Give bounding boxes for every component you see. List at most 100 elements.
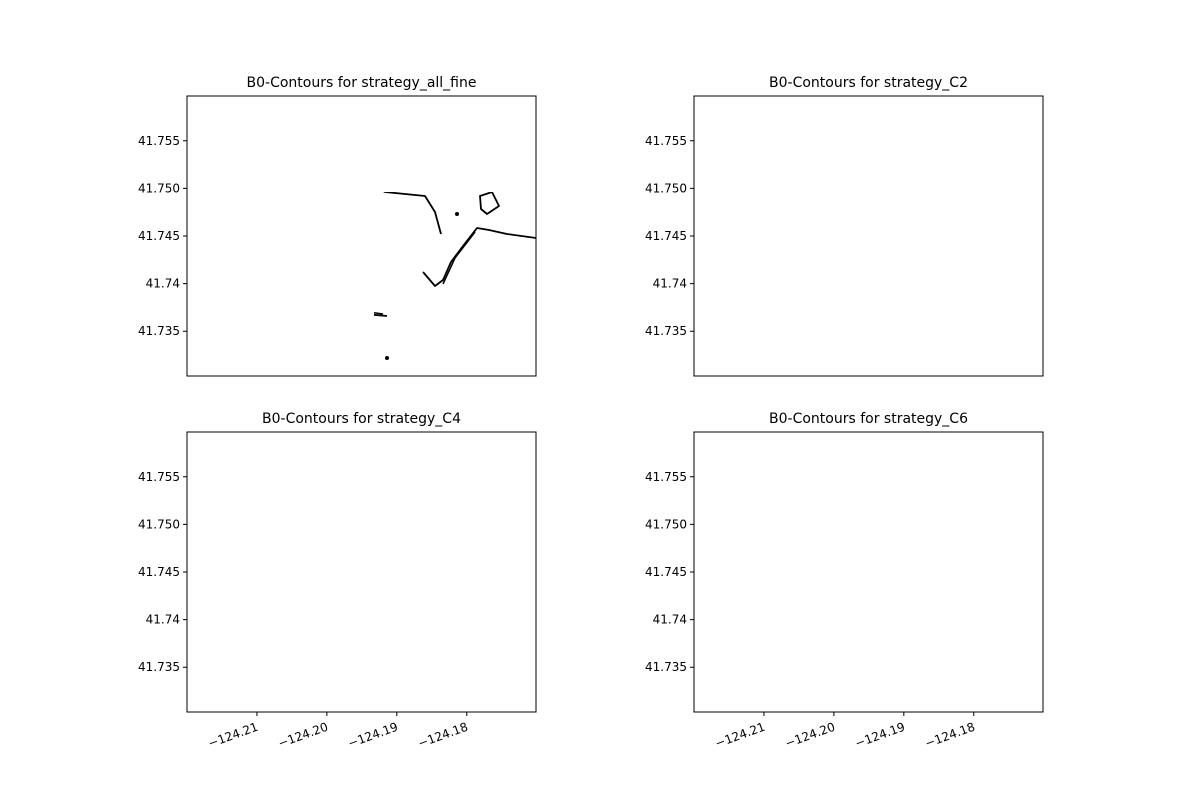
- y-tick-label: 41.745: [645, 229, 687, 243]
- subplot-title: B0-Contours for strategy_C2: [769, 75, 968, 91]
- subplot-title: B0-Contours for strategy_C6: [769, 411, 968, 427]
- y-tick-label: 41.750: [138, 181, 180, 195]
- axes-frame: [186, 431, 537, 713]
- contour-line: [987, 192, 1006, 214]
- contour-line: [814, 452, 866, 538]
- axes-frame: [186, 95, 537, 377]
- x-tick-label: −124.20: [783, 720, 837, 751]
- contour-line: [814, 116, 866, 202]
- contour-line: [187, 472, 349, 582]
- contour-blob: [299, 574, 311, 584]
- contour-line: [187, 432, 217, 452]
- contour-line: [487, 112, 536, 186]
- x-tick-label: −124.19: [346, 720, 400, 751]
- contour-line: [480, 528, 499, 550]
- axes-frame: [693, 431, 1044, 713]
- contour-blob: [705, 157, 708, 160]
- contour-blob: [455, 548, 459, 552]
- contour-line: [987, 528, 1006, 550]
- contour-line: [714, 432, 774, 517]
- axes-frame: [693, 95, 1044, 377]
- contour-blob: [299, 238, 311, 248]
- contour-blob: [705, 493, 708, 496]
- contour-blob: [385, 356, 389, 360]
- contour-line: [1016, 124, 1043, 178]
- contour-line: [467, 100, 536, 188]
- contours: [187, 96, 537, 360]
- contour-line: [374, 313, 388, 317]
- contour-blob: [274, 208, 277, 211]
- y-tick-label: 41.74: [653, 277, 687, 291]
- contour-line: [784, 96, 832, 191]
- subplot: B0-Contours for strategy_all_fine 41.735 4…: [138, 75, 537, 377]
- contour-line: [842, 510, 886, 560]
- contour-line: [1016, 460, 1043, 514]
- contour-line: [187, 96, 217, 116]
- contour-line: [714, 96, 774, 181]
- contour-blob: [198, 493, 201, 496]
- contour-line: [317, 550, 383, 650]
- contour-line: [257, 96, 305, 186]
- contour-blob: [781, 208, 784, 211]
- x-tick-label: −124.20: [276, 720, 330, 751]
- contours: [694, 432, 1043, 696]
- subplot-title: B0-Contours for strategy_all_fine: [247, 75, 477, 91]
- contour-line: [357, 440, 441, 570]
- contour-line: [804, 432, 851, 532]
- contour-blob: [781, 544, 784, 547]
- contour-line: [804, 96, 851, 196]
- contour-line: [694, 432, 724, 452]
- contour-line: [257, 432, 305, 522]
- contour-line: [864, 104, 948, 234]
- contour-blob: [962, 212, 966, 216]
- contour-line: [423, 564, 536, 622]
- contour-blob: [892, 692, 896, 696]
- contour-line: [187, 136, 349, 246]
- contour-line: [974, 436, 1043, 524]
- contour-line: [974, 100, 1043, 188]
- y-tick-label: 41.735: [645, 660, 687, 674]
- x-tick-label: −124.18: [923, 720, 977, 751]
- contour-line: [824, 550, 890, 650]
- contour-line: [307, 452, 359, 538]
- contour-line: [824, 214, 890, 314]
- contour-line: [335, 510, 379, 560]
- contour-blob: [385, 692, 389, 696]
- subplot-title: B0-Contours for strategy_C4: [262, 411, 461, 427]
- contour-line: [374, 311, 384, 315]
- contours: [187, 432, 536, 696]
- contour-line: [930, 564, 1043, 622]
- y-tick-label: 41.755: [645, 134, 687, 148]
- y-tick-label: 41.750: [138, 517, 180, 531]
- contour-line: [994, 112, 1043, 186]
- x-tick-label: −124.21: [206, 720, 260, 751]
- subplot: B0-Contours for strategy_C4 41.735 41.74 41…: [138, 411, 537, 751]
- contour-line: [842, 174, 886, 224]
- contour-line: [509, 124, 536, 178]
- contour-line: [950, 568, 982, 620]
- y-tick-label: 41.750: [645, 181, 687, 195]
- contour-line: [207, 432, 267, 517]
- contour-line: [467, 436, 536, 524]
- contours: [694, 96, 1043, 360]
- contour-line: [277, 96, 325, 191]
- x-tick-label: −124.21: [713, 720, 767, 751]
- contour-line: [864, 440, 948, 570]
- contour-line: [930, 228, 1043, 286]
- contour-line: [819, 550, 894, 652]
- contour-blob: [892, 356, 896, 360]
- x-tick-label: −124.19: [853, 720, 907, 751]
- y-tick-label: 41.735: [645, 324, 687, 338]
- y-tick-label: 41.735: [138, 660, 180, 674]
- contour-blob: [455, 212, 459, 216]
- contour-blob: [198, 157, 201, 160]
- y-tick-label: 41.750: [645, 517, 687, 531]
- y-tick-label: 41.735: [138, 324, 180, 338]
- contour-line: [764, 96, 812, 186]
- contour-line: [509, 460, 536, 514]
- y-tick-label: 41.745: [138, 565, 180, 579]
- y-tick-label: 41.74: [653, 613, 687, 627]
- contour-line: [950, 232, 982, 284]
- contour-line: [335, 174, 379, 224]
